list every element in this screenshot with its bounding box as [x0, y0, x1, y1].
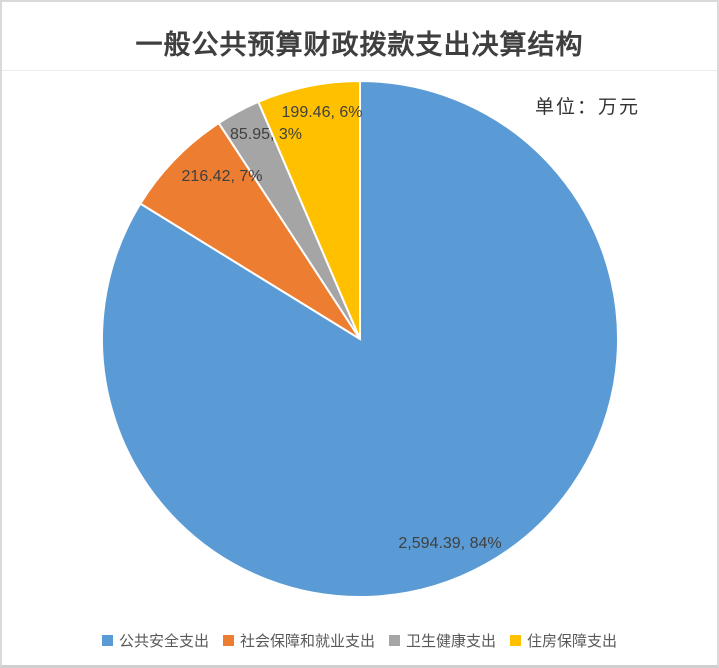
- pie-slice-4: [257, 79, 361, 340]
- legend-item-1: 公共安全支出: [101, 630, 209, 651]
- legend-item-2: 社会保障和就业支出: [222, 630, 375, 651]
- legend-label: 社会保障和就业支出: [239, 632, 375, 650]
- legend-label: 住房保障支出: [527, 632, 618, 650]
- pie-slice-2: [139, 121, 361, 340]
- legend: 公共安全支出 社会保障和就业支出 卫生健康支出 住房保障支出: [2, 629, 717, 651]
- legend-marker-icon: [222, 634, 234, 646]
- legend-marker-icon: [510, 634, 522, 646]
- chart-title: 一般公共预算财政拨款支出决算结构: [135, 30, 584, 60]
- unit-label: 单位：万元: [535, 97, 641, 118]
- legend-marker-icon: [389, 634, 400, 646]
- legend-label: 卫生健康支出: [406, 632, 497, 650]
- legend-item-3: 卫生健康支出: [389, 630, 496, 651]
- title-divider-line: [2, 70, 717, 71]
- legend-item-4: 住房保障支出: [510, 630, 617, 651]
- legend-marker-icon: [101, 634, 113, 646]
- legend-label: 公共安全支出: [118, 632, 209, 650]
